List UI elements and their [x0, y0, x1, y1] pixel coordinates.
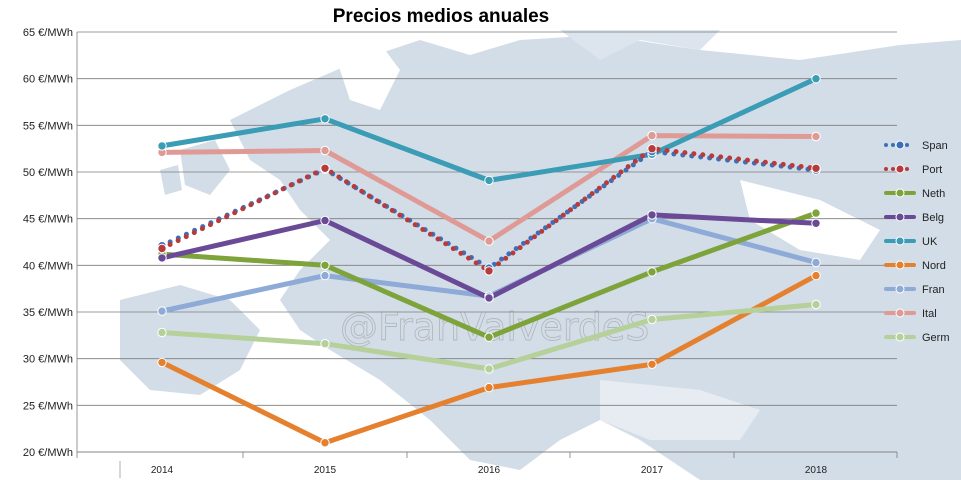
data-point-uk	[811, 74, 821, 84]
data-point-belg	[320, 215, 330, 226]
x-tick-label: 2014	[151, 465, 174, 476]
legend-marker	[895, 212, 905, 222]
data-point-germ	[320, 339, 330, 349]
data-point-nord	[647, 359, 657, 369]
y-tick-label: 55 €/MWh	[23, 120, 73, 132]
y-tick-label: 40 €/MWh	[23, 260, 73, 272]
legend-marker	[895, 308, 905, 318]
legend-item-ital: Ital	[884, 308, 937, 320]
data-point-nord	[811, 270, 821, 281]
series-markers	[157, 74, 821, 448]
legend-item-neth: Neth	[884, 188, 945, 200]
legend-label: Fran	[922, 284, 945, 296]
data-point-uk	[320, 114, 330, 124]
data-point-neth	[647, 267, 657, 277]
y-tick-labels: 20 €/MWh 25 €/MWh 30 €/MWh 35 €/MWh 40 €/MWh…	[23, 27, 73, 459]
data-point-belg	[157, 253, 167, 263]
y-tick-label: 25 €/MWh	[23, 400, 73, 412]
data-point-neth	[484, 332, 494, 342]
data-point-nord	[157, 357, 167, 368]
chart-title: Precios medios anuales	[333, 6, 550, 27]
legend-item-fran: Fran	[884, 284, 945, 296]
data-point-uk	[484, 175, 494, 186]
legend-label: Port	[922, 164, 942, 176]
x-tick-label: 2015	[314, 465, 337, 476]
data-point-germ	[157, 327, 167, 338]
watermark-text: @FranValverdeS	[340, 305, 649, 349]
y-tick-label: 45 €/MWh	[23, 214, 73, 226]
legend-label: Span	[922, 140, 948, 152]
data-point-ital	[811, 131, 821, 142]
legend-label: Ital	[922, 308, 937, 320]
y-tick-label: 60 €/MWh	[23, 74, 73, 86]
y-tick-label: 35 €/MWh	[23, 307, 73, 319]
legend-item-nord: Nord	[884, 260, 946, 272]
data-point-nord	[484, 382, 494, 393]
y-tick-label: 30 €/MWh	[23, 354, 73, 366]
data-point-neth	[811, 208, 821, 218]
x-tick-labels: 2014 2015 2016 2017 2018	[151, 465, 828, 476]
y-tick-label: 20 €/MWh	[23, 447, 73, 459]
y-gridlines	[77, 31, 897, 453]
data-point-ital	[320, 145, 330, 156]
legend-label: Nord	[922, 260, 946, 272]
data-point-germ	[811, 299, 821, 310]
x-tick-label: 2016	[478, 465, 501, 476]
legend-marker	[895, 164, 905, 174]
data-point-port	[484, 266, 494, 276]
data-point-belg	[484, 293, 494, 303]
data-point-port	[647, 144, 657, 154]
legend-marker	[895, 260, 905, 270]
x-tick-label: 2018	[805, 465, 828, 476]
legend-marker	[895, 284, 905, 294]
legend-item-belg: Belg	[884, 212, 944, 224]
legend-label: Germ	[922, 332, 950, 344]
x-tick-label: 2017	[641, 465, 664, 476]
legend-marker	[895, 236, 905, 246]
data-point-port	[157, 243, 167, 254]
legend-item-germ: Germ	[884, 332, 950, 344]
data-point-fran	[157, 306, 167, 316]
legend: Span Port Neth Belg UK Nord Fran Ital Germ	[884, 140, 950, 344]
y-tick-label: 65 €/MWh	[23, 27, 73, 39]
legend-marker	[895, 188, 905, 198]
data-point-neth	[320, 260, 330, 270]
data-point-nord	[320, 438, 330, 448]
data-point-germ	[484, 364, 494, 374]
data-point-ital	[484, 236, 494, 246]
legend-label: Belg	[922, 212, 944, 224]
legend-item-uk: UK	[884, 236, 938, 248]
data-point-uk	[157, 141, 167, 151]
data-point-port	[811, 163, 821, 174]
legend-marker	[895, 332, 905, 342]
data-point-belg	[647, 210, 657, 220]
data-point-germ	[647, 314, 657, 325]
data-point-fran	[320, 270, 330, 281]
europe-map-background	[0, 30, 961, 480]
y-tick-label: 50 €/MWh	[23, 167, 73, 179]
axes	[76, 32, 898, 478]
data-point-fran	[811, 257, 821, 268]
legend-label: UK	[922, 236, 938, 248]
data-point-port	[320, 163, 330, 174]
legend-item-span: Span	[884, 140, 948, 152]
data-point-belg	[811, 218, 821, 229]
data-point-ital	[647, 130, 657, 141]
legend-label: Neth	[922, 188, 945, 200]
legend-item-port: Port	[884, 164, 942, 176]
legend-marker	[895, 140, 905, 150]
